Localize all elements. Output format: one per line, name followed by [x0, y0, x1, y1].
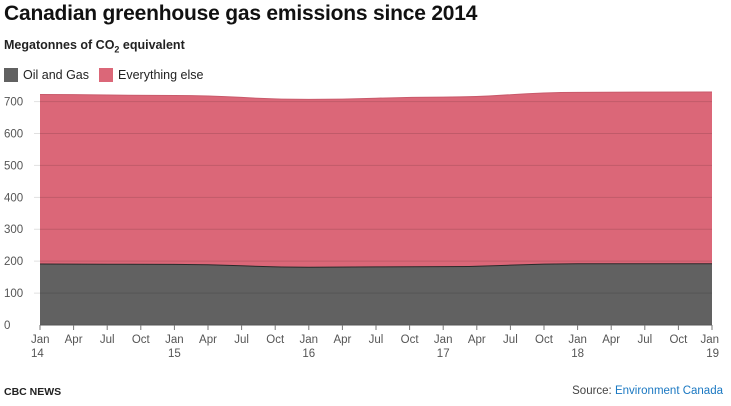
legend-item-everything-else: Everything else: [99, 68, 203, 82]
x-tick-label-14: Jul: [503, 334, 518, 346]
legend-item-oil-gas: Oil and Gas: [4, 68, 89, 82]
x-tick-year-8: 16: [302, 348, 315, 360]
x-tick-label-3: Oct: [132, 334, 151, 346]
x-tick-label-9: Apr: [333, 334, 351, 346]
legend-label-everything-else: Everything else: [118, 68, 204, 82]
legend-swatch-oil-gas: [4, 68, 18, 82]
x-tick-label-18: Jul: [637, 334, 652, 346]
subtitle-subscript: 2: [114, 44, 120, 55]
y-tick-label-700: 700: [4, 97, 23, 109]
x-tick-year-16: 18: [571, 348, 584, 360]
x-tick-label-8: Jan: [300, 334, 319, 346]
x-tick-year-0: 14: [31, 348, 44, 360]
y-tick-label-200: 200: [4, 256, 23, 268]
source-link[interactable]: Environment Canada: [614, 385, 723, 397]
x-tick-year-20: 19: [706, 348, 719, 360]
x-tick-label-19: Oct: [669, 334, 688, 346]
chart-title: Canadian greenhouse gas emissions since …: [4, 2, 478, 25]
x-tick-label-12: Jan: [434, 334, 453, 346]
footer-brand: CBC NEWS: [4, 386, 62, 398]
x-tick-label-16: Jan: [568, 334, 587, 346]
legend-swatch-everything-else: [99, 68, 114, 82]
subtitle-text: Megatonnes of CO: [4, 38, 115, 52]
x-tick-label-13: Apr: [468, 334, 486, 346]
x-tick-label-11: Oct: [401, 334, 420, 346]
y-tick-label-400: 400: [4, 192, 23, 204]
area-everything-else: [40, 92, 712, 268]
y-tick-label-600: 600: [4, 128, 23, 140]
x-tick-label-6: Jul: [234, 334, 249, 346]
x-tick-label-7: Oct: [266, 334, 285, 346]
y-tick-label-0: 0: [4, 320, 10, 332]
x-tick-label-4: Jan: [165, 334, 184, 346]
subtitle-suffix: equivalent: [119, 38, 185, 52]
chart-subtitle: Megatonnes of CO2 equivalent: [4, 38, 185, 55]
x-tick-label-1: Apr: [65, 334, 83, 346]
x-tick-year-12: 17: [437, 348, 450, 360]
x-tick-label-5: Apr: [199, 334, 217, 346]
area-oil-and-gas: [40, 263, 712, 325]
line-oil-and-gas: [39, 263, 712, 268]
footer-source: Source: Environment Canada: [572, 385, 723, 397]
x-tick-label-0: Jan: [31, 334, 50, 346]
line-total: [39, 91, 713, 100]
y-tick-label-300: 300: [4, 224, 23, 236]
x-tick-label-10: Jul: [369, 334, 384, 346]
legend-label-oil-gas: Oil and Gas: [23, 68, 90, 82]
x-tick-label-20: Jan: [700, 334, 719, 346]
chart-legend: Oil and Gas Everything else: [4, 68, 213, 82]
source-label: Source:: [572, 385, 615, 397]
x-tick-label-2: Jul: [100, 334, 115, 346]
y-tick-label-100: 100: [4, 288, 23, 300]
x-tick-label-17: Apr: [602, 334, 620, 346]
y-tick-label-500: 500: [4, 160, 23, 172]
x-tick-year-4: 15: [168, 348, 181, 360]
x-tick-label-15: Oct: [535, 334, 554, 346]
